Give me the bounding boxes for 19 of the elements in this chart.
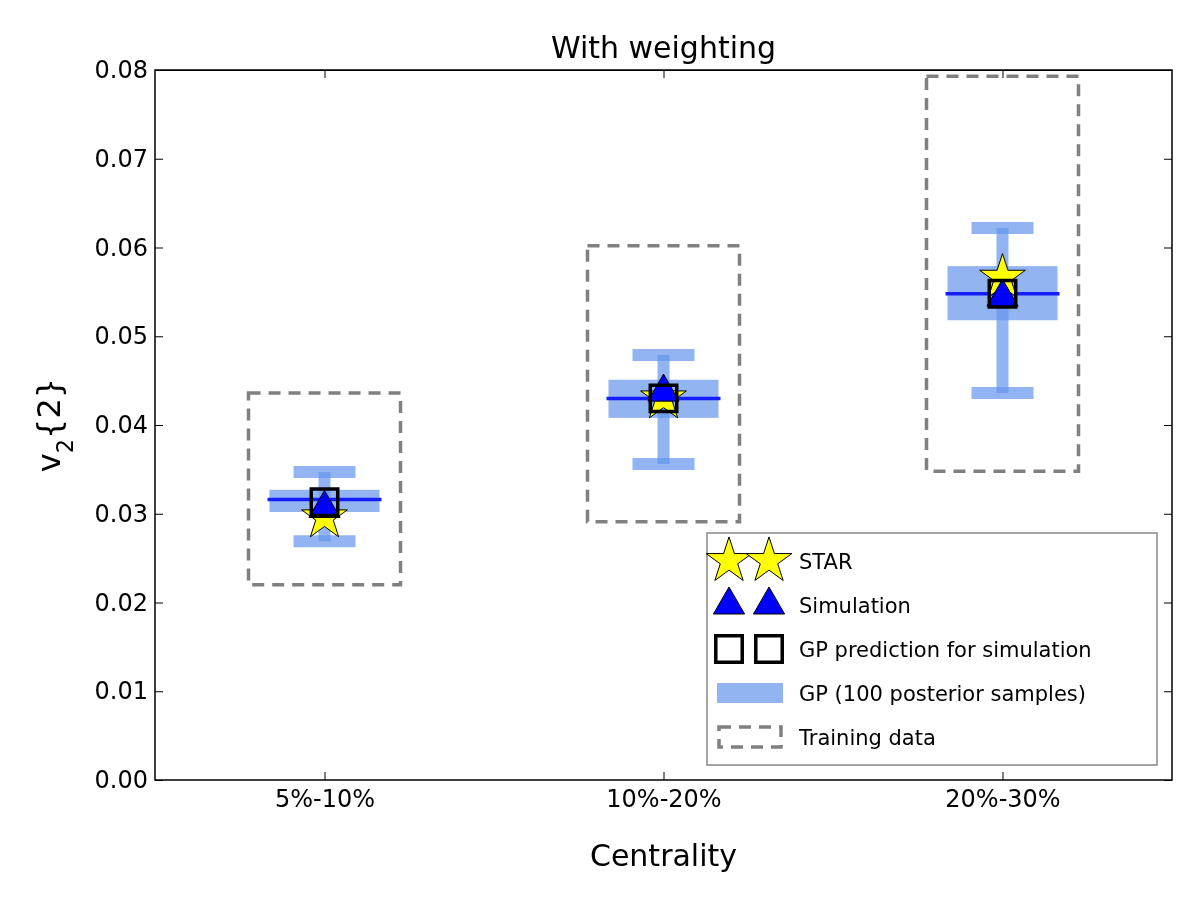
y-tick-label: 0.01 bbox=[94, 677, 148, 706]
legend-label: GP prediction for simulation bbox=[799, 638, 1092, 662]
y-tick-label: 0.08 bbox=[94, 56, 148, 85]
y-tick-label: 0.04 bbox=[94, 411, 148, 440]
y-tick-label: 0.00 bbox=[94, 766, 148, 795]
legend-label: STAR bbox=[799, 550, 853, 574]
legend-label: Simulation bbox=[799, 594, 911, 618]
legend-label: Training data bbox=[798, 726, 936, 750]
x-tick-label: 5%-10% bbox=[274, 785, 376, 813]
chart-title: With weighting bbox=[550, 30, 777, 65]
y-tick-label: 0.03 bbox=[94, 499, 148, 528]
legend-label: GP (100 posterior samples) bbox=[799, 682, 1086, 706]
y-tick-label: 0.02 bbox=[94, 588, 148, 617]
x-tick-label: 10%-20% bbox=[606, 785, 722, 813]
y-tick-label: 0.06 bbox=[94, 233, 148, 262]
x-axis-title: Centrality bbox=[589, 838, 738, 873]
y-tick-label: 0.07 bbox=[94, 144, 148, 173]
y-tick-label: 0.05 bbox=[94, 322, 148, 351]
x-tick-label: 20%-30% bbox=[945, 785, 1061, 813]
